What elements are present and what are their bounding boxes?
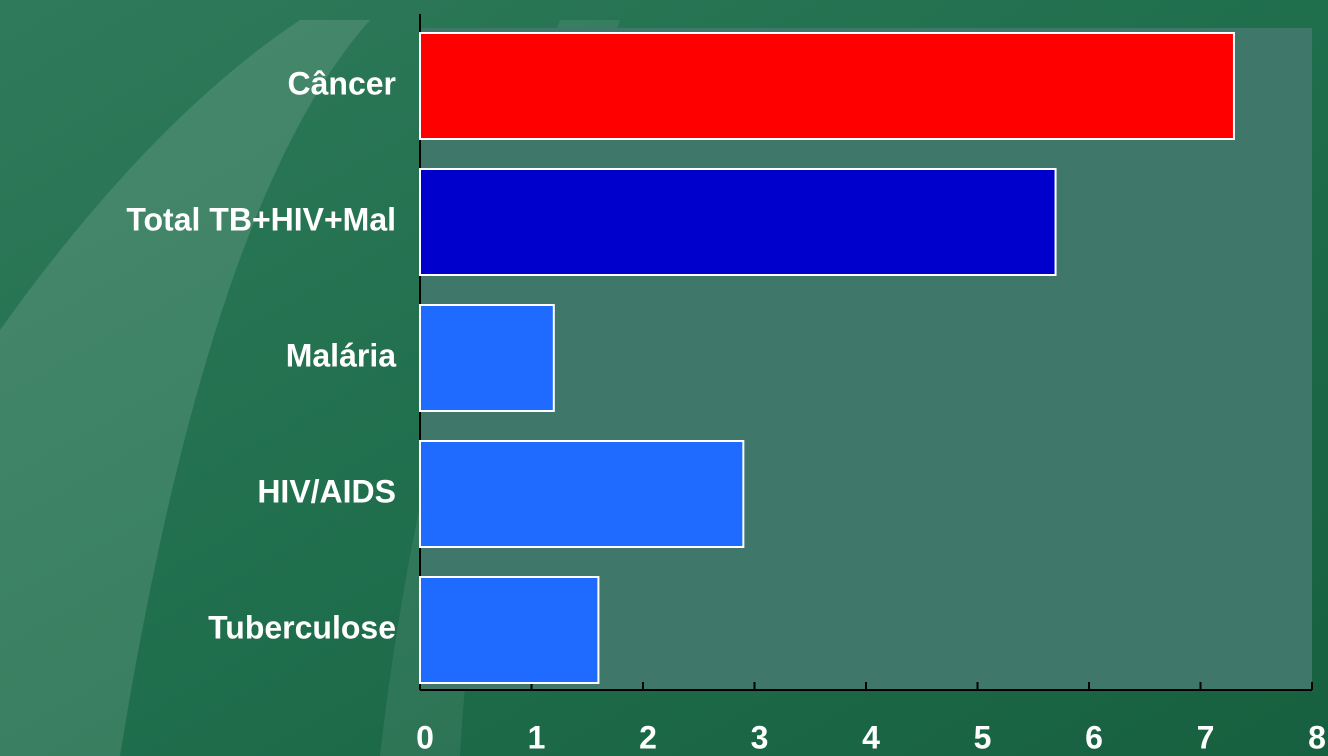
x-tick-label: 8 [1308, 719, 1326, 755]
bar [419, 440, 745, 548]
decoration [0, 20, 370, 756]
bar [419, 576, 600, 684]
bar [419, 304, 555, 412]
x-tick-label: 0 [416, 719, 434, 755]
y-tick-label: HIV/AIDS [257, 473, 396, 509]
x-tick-label: 5 [974, 719, 992, 755]
bar [419, 32, 1235, 140]
bar [419, 168, 1057, 276]
y-tick-label: Tuberculose [208, 609, 396, 645]
x-tick-label: 7 [1197, 719, 1215, 755]
x-tick-label: 3 [751, 719, 769, 755]
y-tick-label: Câncer [288, 65, 397, 101]
x-tick-label: 6 [1085, 719, 1103, 755]
y-tick-label: Total TB+HIV+Mal [126, 201, 396, 237]
x-tick-label: 2 [639, 719, 657, 755]
x-tick-label: 1 [528, 719, 546, 755]
x-tick-label: 4 [862, 719, 880, 755]
y-tick-label: Malária [286, 337, 396, 373]
